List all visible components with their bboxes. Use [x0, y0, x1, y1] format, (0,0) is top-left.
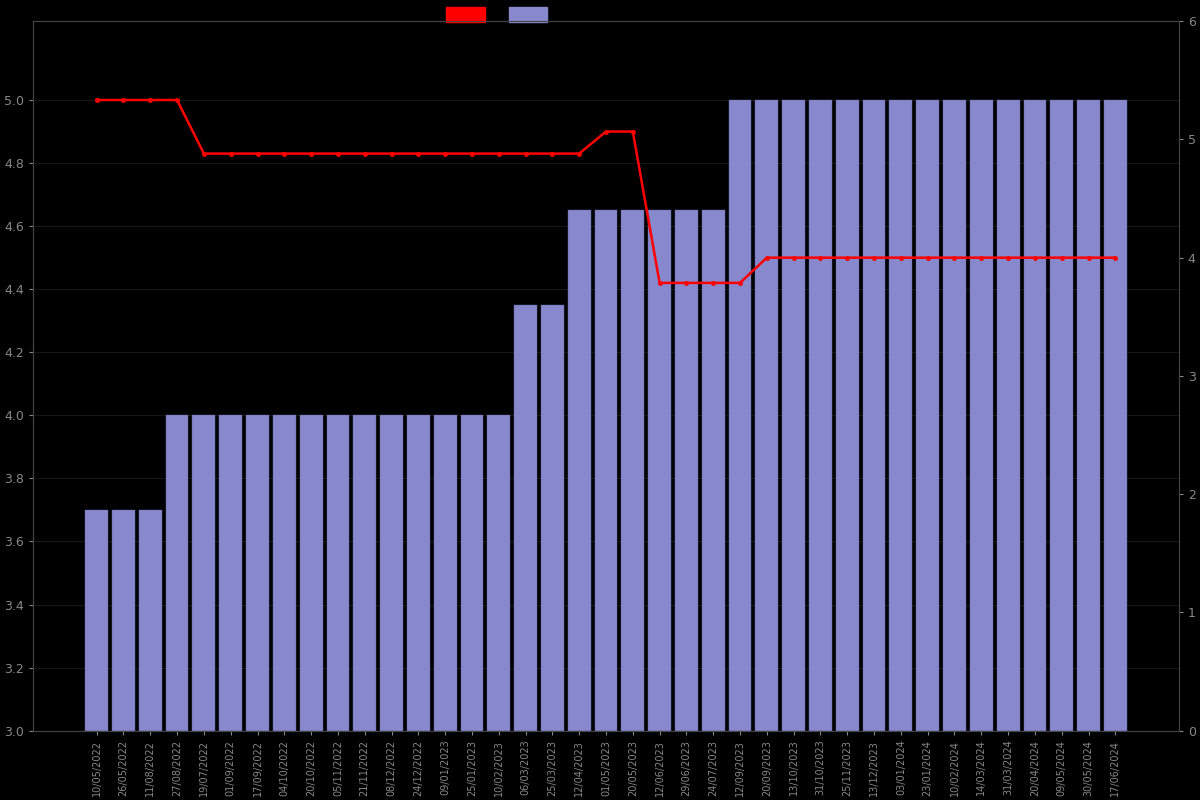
Bar	[676, 210, 698, 730]
Bar	[568, 210, 590, 730]
Bar	[272, 415, 295, 730]
Bar	[943, 100, 966, 730]
Bar	[889, 100, 912, 730]
Bar	[622, 210, 644, 730]
Bar	[166, 415, 188, 730]
Bar	[353, 415, 376, 730]
Bar	[997, 100, 1020, 730]
Bar	[487, 415, 510, 730]
Bar	[702, 210, 725, 730]
Bar	[782, 100, 805, 730]
Bar	[300, 415, 323, 730]
Bar	[1050, 100, 1073, 730]
Bar	[917, 100, 940, 730]
Bar	[246, 415, 269, 730]
Bar	[192, 415, 215, 730]
Bar	[433, 415, 456, 730]
Bar	[1078, 100, 1100, 730]
Bar	[1104, 100, 1127, 730]
Bar	[85, 510, 108, 730]
Bar	[836, 100, 859, 730]
Bar	[112, 510, 134, 730]
Bar	[514, 305, 536, 730]
Bar	[648, 210, 671, 730]
Bar	[461, 415, 484, 730]
Legend: , : ,	[440, 1, 565, 29]
Bar	[863, 100, 886, 730]
Bar	[970, 100, 992, 730]
Bar	[326, 415, 349, 730]
Bar	[139, 510, 162, 730]
Bar	[541, 305, 564, 730]
Bar	[809, 100, 832, 730]
Bar	[728, 100, 751, 730]
Bar	[595, 210, 617, 730]
Bar	[407, 415, 430, 730]
Bar	[380, 415, 403, 730]
Bar	[756, 100, 779, 730]
Bar	[220, 415, 242, 730]
Bar	[1024, 100, 1046, 730]
